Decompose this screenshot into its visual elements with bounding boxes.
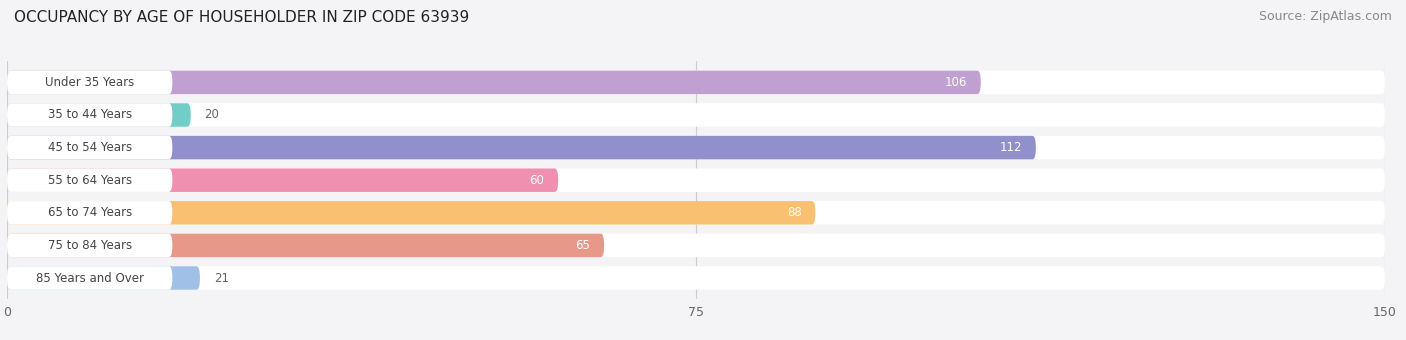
Text: 106: 106 xyxy=(945,76,967,89)
Text: 35 to 44 Years: 35 to 44 Years xyxy=(48,108,132,121)
FancyBboxPatch shape xyxy=(7,168,558,192)
Text: Under 35 Years: Under 35 Years xyxy=(45,76,135,89)
FancyBboxPatch shape xyxy=(7,136,173,159)
Text: 20: 20 xyxy=(204,108,219,121)
FancyBboxPatch shape xyxy=(7,71,173,94)
Text: 88: 88 xyxy=(787,206,801,219)
FancyBboxPatch shape xyxy=(7,103,173,127)
FancyBboxPatch shape xyxy=(7,234,1385,257)
FancyBboxPatch shape xyxy=(7,201,815,224)
FancyBboxPatch shape xyxy=(7,234,605,257)
Text: 45 to 54 Years: 45 to 54 Years xyxy=(48,141,132,154)
Text: 21: 21 xyxy=(214,272,229,285)
FancyBboxPatch shape xyxy=(7,136,1036,159)
FancyBboxPatch shape xyxy=(7,201,173,224)
FancyBboxPatch shape xyxy=(7,71,981,94)
Text: 65 to 74 Years: 65 to 74 Years xyxy=(48,206,132,219)
Text: OCCUPANCY BY AGE OF HOUSEHOLDER IN ZIP CODE 63939: OCCUPANCY BY AGE OF HOUSEHOLDER IN ZIP C… xyxy=(14,10,470,25)
FancyBboxPatch shape xyxy=(7,266,173,290)
FancyBboxPatch shape xyxy=(7,234,173,257)
Text: Source: ZipAtlas.com: Source: ZipAtlas.com xyxy=(1258,10,1392,23)
FancyBboxPatch shape xyxy=(7,168,173,192)
FancyBboxPatch shape xyxy=(7,168,1385,192)
Text: 55 to 64 Years: 55 to 64 Years xyxy=(48,174,132,187)
FancyBboxPatch shape xyxy=(7,266,1385,290)
FancyBboxPatch shape xyxy=(7,136,1385,159)
FancyBboxPatch shape xyxy=(7,103,191,127)
FancyBboxPatch shape xyxy=(7,103,1385,127)
Text: 85 Years and Over: 85 Years and Over xyxy=(35,272,143,285)
FancyBboxPatch shape xyxy=(7,201,1385,224)
FancyBboxPatch shape xyxy=(7,266,200,290)
Text: 75 to 84 Years: 75 to 84 Years xyxy=(48,239,132,252)
FancyBboxPatch shape xyxy=(7,71,1385,94)
Text: 65: 65 xyxy=(575,239,591,252)
Text: 60: 60 xyxy=(530,174,544,187)
Text: 112: 112 xyxy=(1000,141,1022,154)
